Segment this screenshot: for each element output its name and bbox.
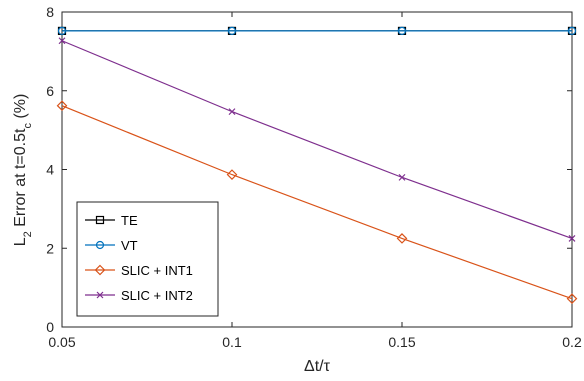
data-point <box>58 37 66 45</box>
data-point <box>566 293 578 304</box>
legend-box <box>76 201 219 317</box>
y-tick-label: 4 <box>46 162 54 178</box>
data-point <box>228 108 236 116</box>
legend-label: SLIC + INT2 <box>121 288 193 303</box>
legend-label: SLIC + INT1 <box>121 263 193 278</box>
data-point <box>568 234 576 242</box>
x-tick-label: 0.05 <box>48 334 75 350</box>
series-group <box>56 26 578 304</box>
y-tick-label: 2 <box>46 240 54 256</box>
y-axis-label: L2 Error at t=0.5tc (%) <box>12 94 34 247</box>
axis-ticks: 0.05 0.1 0.15 0.2 0 2 4 6 8 <box>46 4 582 350</box>
y-tick-label: 6 <box>46 83 54 99</box>
legend-marker <box>95 240 105 250</box>
y-tick-label: 0 <box>46 319 54 335</box>
series-line <box>61 40 573 239</box>
legend-marker <box>94 264 106 276</box>
data-point <box>227 26 237 35</box>
data-point <box>226 169 238 180</box>
data-point <box>57 26 67 35</box>
data-point <box>396 233 408 244</box>
series-line <box>61 105 573 300</box>
x-tick-label: 0.15 <box>388 334 415 350</box>
legend-marker <box>95 215 105 225</box>
data-point <box>398 173 406 181</box>
x-tick-label: 0.1 <box>222 334 242 350</box>
legend-marker <box>96 291 104 299</box>
y-tick-label: 8 <box>46 4 54 20</box>
data-point <box>567 26 577 35</box>
legend: TE VT SLIC + INT1 SLIC + INT2 <box>76 201 219 317</box>
data-point <box>56 100 68 112</box>
x-tick-label: 0.2 <box>562 334 582 350</box>
x-axis-label: Δt/τ <box>304 358 331 375</box>
data-point <box>397 26 407 35</box>
legend-label: VT <box>121 238 138 253</box>
legend-label: TE <box>121 213 138 228</box>
